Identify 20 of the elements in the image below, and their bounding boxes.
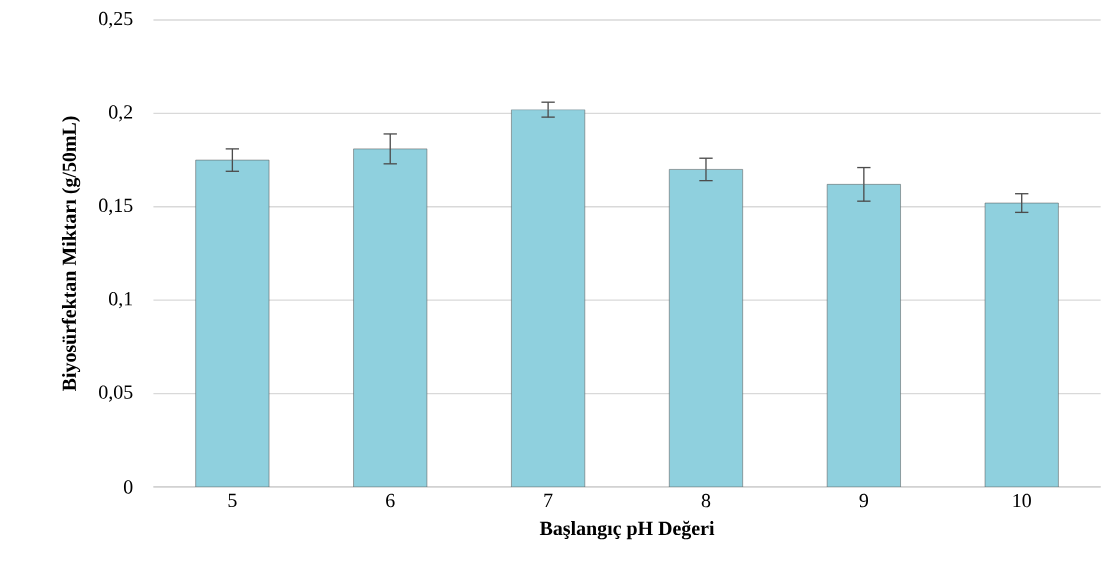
- bar: [826, 184, 901, 488]
- y-tick-label: 0,15: [99, 198, 133, 216]
- y-tick-label: 0,25: [99, 12, 133, 29]
- y-axis-title: Biyosürfektan Miktarı (g/50mL): [61, 116, 81, 392]
- y-tick-label: 0,2: [109, 105, 133, 122]
- x-tick-label: 10: [1013, 494, 1031, 508]
- bar: [195, 159, 270, 488]
- bar: [669, 169, 743, 488]
- x-tick-label: 8: [701, 494, 711, 508]
- bar: [353, 148, 428, 488]
- y-tick-label: 0,05: [99, 385, 133, 402]
- bar: [984, 202, 1059, 488]
- x-tick-label: 7: [544, 494, 553, 508]
- x-tick-label: 5: [228, 494, 237, 508]
- x-axis-title: Başlangıç pH Değeri: [539, 521, 715, 540]
- x-tick-label: 9: [859, 494, 869, 508]
- x-tick-label: 6: [386, 494, 395, 508]
- bar: [511, 109, 586, 488]
- y-tick-label: 0,1: [109, 292, 132, 309]
- y-tick-label: 0: [123, 480, 133, 494]
